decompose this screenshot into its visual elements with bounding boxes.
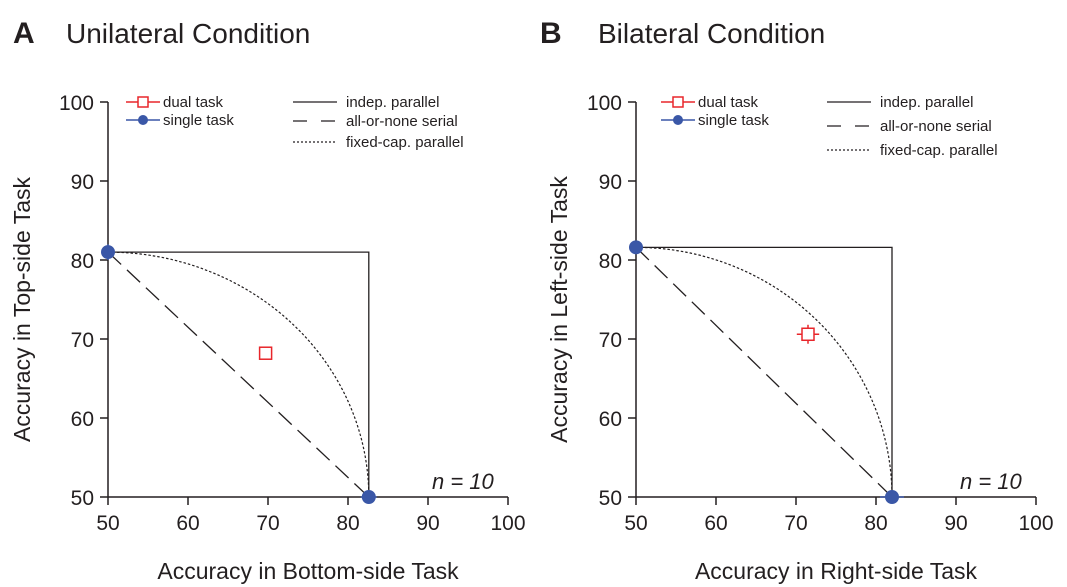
dual-task-marker bbox=[258, 346, 273, 360]
y-tick-label: 50 bbox=[71, 487, 94, 510]
y-tick-label: 60 bbox=[599, 408, 622, 431]
x-tick-label: 90 bbox=[416, 512, 439, 535]
legend-model-label: indep. parallel bbox=[346, 94, 439, 111]
y-tick-label: 60 bbox=[71, 408, 94, 431]
legend-square-icon bbox=[672, 96, 684, 108]
single-task-point bbox=[629, 240, 643, 255]
y-tick-label: 70 bbox=[71, 329, 94, 352]
single-task-marker bbox=[101, 245, 115, 260]
single-task-marker bbox=[361, 490, 376, 504]
fixed-cap-parallel-line bbox=[107, 251, 370, 498]
serial-line bbox=[635, 246, 893, 498]
x-tick-label: 70 bbox=[784, 512, 807, 535]
x-axis-label: Accuracy in Right-side Task bbox=[695, 558, 978, 584]
single-task-marker bbox=[629, 240, 643, 255]
single-task-point bbox=[880, 490, 904, 504]
panel-title: Unilateral Condition bbox=[66, 18, 310, 49]
y-axis-label: Accuracy in Top-side Task bbox=[9, 176, 35, 442]
x-tick-label: 60 bbox=[704, 512, 727, 535]
x-tick-label: 100 bbox=[1018, 512, 1053, 535]
y-tick-label: 100 bbox=[587, 92, 622, 115]
fixed-cap-parallel-line bbox=[635, 246, 893, 498]
legend-model-label: all-or-none serial bbox=[346, 113, 458, 130]
single-task-point bbox=[101, 244, 115, 260]
legend-model-label: fixed-cap. parallel bbox=[880, 142, 998, 159]
panel-a: A Unilateral Condition 50 60 70 80 90 100 50 60 70… bbox=[9, 17, 526, 584]
dual-task-point bbox=[796, 324, 820, 344]
legend-model-label: indep. parallel bbox=[880, 94, 973, 111]
x-tick-label: 80 bbox=[864, 512, 887, 535]
single-task-point bbox=[360, 490, 377, 504]
panel-letter: A bbox=[13, 17, 35, 50]
panel-letter: B bbox=[540, 17, 562, 50]
y-axis-label: Accuracy in Left-side Task bbox=[546, 176, 572, 443]
x-tick-label: 90 bbox=[944, 512, 967, 535]
x-tick-label: 60 bbox=[176, 512, 199, 535]
indep-parallel-line bbox=[636, 246, 893, 497]
dual-task-point bbox=[258, 346, 273, 360]
y-tick-label: 80 bbox=[599, 250, 622, 273]
legend-square-icon bbox=[137, 96, 149, 108]
x-tick-label: 50 bbox=[96, 512, 119, 535]
indep-parallel-line bbox=[108, 251, 370, 497]
legend-label: single task bbox=[163, 112, 234, 129]
x-tick-label: 50 bbox=[624, 512, 647, 535]
sample-size-label: n = 10 bbox=[432, 469, 495, 494]
legend-circle-icon bbox=[138, 115, 148, 125]
y-tick-label: 70 bbox=[599, 329, 622, 352]
legend-model-label: all-or-none serial bbox=[880, 118, 992, 135]
x-tick-label: 80 bbox=[336, 512, 359, 535]
dual-task-marker bbox=[801, 327, 815, 342]
x-tick-label: 100 bbox=[490, 512, 525, 535]
legend-circle-icon bbox=[673, 115, 683, 125]
y-tick-label: 90 bbox=[71, 171, 94, 194]
y-tick-label: 80 bbox=[71, 250, 94, 273]
legend-model-label: fixed-cap. parallel bbox=[346, 134, 464, 151]
y-tick-label: 100 bbox=[59, 92, 94, 115]
x-axis-label: Accuracy in Bottom-side Task bbox=[157, 558, 459, 584]
panel-title: Bilateral Condition bbox=[598, 18, 825, 49]
legend-label: single task bbox=[698, 112, 769, 129]
single-task-marker bbox=[885, 490, 899, 504]
serial-line bbox=[107, 251, 370, 498]
legend-label: dual task bbox=[698, 94, 759, 111]
y-tick-label: 90 bbox=[599, 171, 622, 194]
panel-b: B Bilateral Condition 50 60 70 80 90 100 50 60 70 8… bbox=[540, 17, 1054, 584]
legend-label: dual task bbox=[163, 94, 224, 111]
y-tick-label: 50 bbox=[599, 487, 622, 510]
x-tick-label: 70 bbox=[256, 512, 279, 535]
sample-size-label: n = 10 bbox=[960, 469, 1023, 494]
